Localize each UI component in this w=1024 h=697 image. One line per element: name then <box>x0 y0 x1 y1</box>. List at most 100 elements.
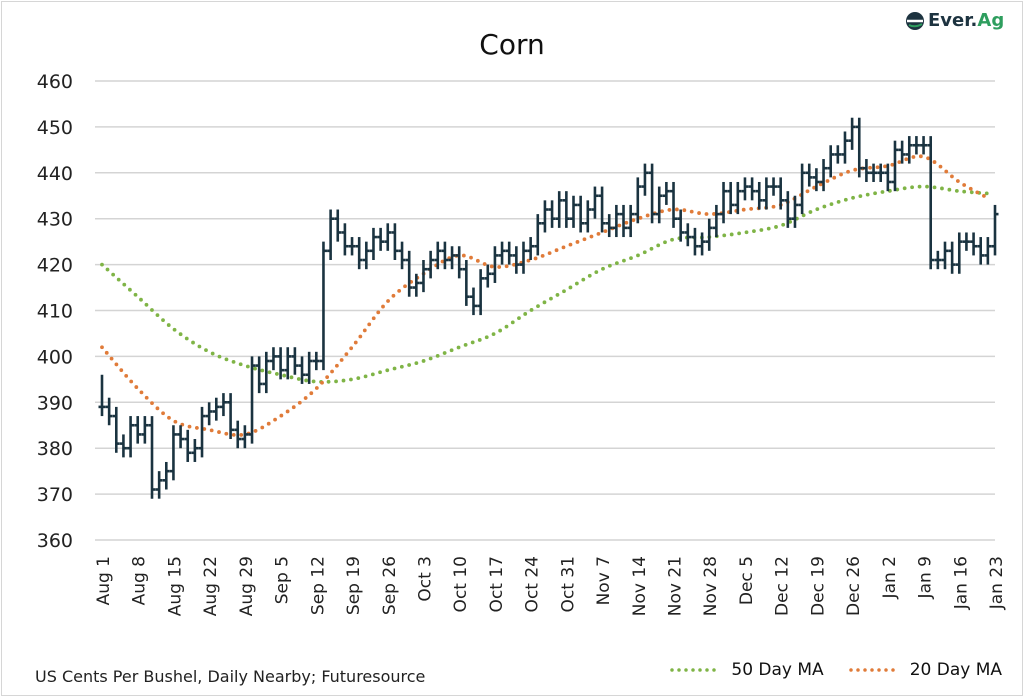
x-tick-label: Jan 2 <box>880 556 900 599</box>
x-tick-label: Nov 7 <box>594 556 614 605</box>
price-bar <box>977 237 985 265</box>
price-bar <box>877 163 885 182</box>
legend-item-50ma: 50 Day MA <box>669 660 824 680</box>
y-tick-label: 360 <box>37 530 73 552</box>
price-bar <box>927 136 935 270</box>
price-bar <box>948 241 956 274</box>
price-bar <box>562 191 570 228</box>
x-tick-label: Aug 29 <box>237 556 257 616</box>
price-bar <box>784 191 792 228</box>
x-tick-label: Jan 23 <box>987 556 1007 610</box>
price-bar <box>434 241 442 270</box>
price-bar <box>548 200 556 228</box>
price-bar <box>984 237 992 265</box>
ever-ag-logo: Ever. Ag <box>905 10 1004 31</box>
price-bar <box>169 425 177 481</box>
x-tick-label: Sep 26 <box>380 556 400 615</box>
price-bar <box>962 232 970 251</box>
chart-title: Corn <box>479 28 545 61</box>
price-bar <box>398 241 406 270</box>
price-bar <box>812 168 820 192</box>
price-bar <box>162 461 170 490</box>
price-bar <box>791 195 799 228</box>
price-bar <box>105 397 113 426</box>
price-bar <box>934 250 942 270</box>
price-bar <box>198 406 206 458</box>
x-tick-label: Dec 19 <box>808 556 828 616</box>
price-bar <box>884 163 892 192</box>
y-tick-label: 390 <box>37 392 73 414</box>
ma50-line <box>100 184 990 384</box>
price-bar <box>855 117 863 178</box>
price-bar <box>469 287 477 316</box>
price-bar <box>841 131 849 164</box>
price-bar <box>219 393 227 417</box>
price-bar <box>827 145 835 178</box>
price-bar <box>127 416 135 458</box>
y-tick-label: 460 <box>37 71 73 93</box>
price-bar <box>670 181 678 228</box>
price-bar <box>227 393 235 440</box>
x-tick-label: Aug 1 <box>94 556 114 605</box>
x-tick-label: Nov 21 <box>666 556 686 616</box>
price-bar <box>234 420 242 449</box>
price-bar <box>98 374 106 417</box>
price-bar <box>327 209 335 261</box>
y-tick-label: 420 <box>37 255 73 277</box>
legend-item-20ma: 20 Day MA <box>848 660 1002 680</box>
price-bar <box>634 177 642 224</box>
x-tick-label: Sep 5 <box>273 556 293 604</box>
price-bar <box>991 204 999 256</box>
price-bar <box>820 159 828 192</box>
x-tick-label: Aug 22 <box>201 556 221 616</box>
price-bar <box>348 237 356 256</box>
price-bar <box>305 351 313 384</box>
price-bar <box>848 117 856 150</box>
x-tick-label: Oct 24 <box>523 556 543 612</box>
price-bar <box>427 250 435 279</box>
price-bar <box>491 246 499 283</box>
x-tick-label: Oct 3 <box>415 556 435 602</box>
price-bar <box>155 471 163 499</box>
price-bar <box>277 347 285 380</box>
price-bar <box>734 181 742 215</box>
x-tick-label: Dec 12 <box>773 556 793 616</box>
price-bar <box>241 425 249 449</box>
price-bar <box>870 163 878 182</box>
y-tick-label: 400 <box>37 346 73 368</box>
price-bar <box>570 195 578 228</box>
x-tick-label: Aug 15 <box>165 556 185 616</box>
price-bar <box>677 209 685 242</box>
x-tick-label: Aug 8 <box>130 556 150 605</box>
price-bar <box>148 416 156 499</box>
price-bar <box>205 402 213 426</box>
y-tick-label: 450 <box>37 117 73 139</box>
price-bar <box>291 347 299 375</box>
x-tick-label: Oct 10 <box>451 556 471 612</box>
price-bar <box>312 351 320 371</box>
price-bar <box>755 181 763 210</box>
price-bar <box>248 356 256 444</box>
price-bar <box>662 181 670 205</box>
y-tick-label: 380 <box>37 438 73 460</box>
price-bar <box>255 356 263 394</box>
price-bar <box>269 347 277 371</box>
price-bar <box>377 227 385 251</box>
legend-swatch-50ma <box>670 668 724 672</box>
price-bar <box>541 200 549 233</box>
price-bar <box>777 177 785 210</box>
y-tick-label: 430 <box>37 209 73 231</box>
price-bar <box>620 204 628 238</box>
price-bar <box>419 260 427 293</box>
price-bar <box>648 163 656 224</box>
price-bar <box>184 429 192 462</box>
price-bar <box>705 218 713 251</box>
price-bar <box>412 273 420 297</box>
price-bar <box>298 356 306 384</box>
price-bar <box>748 177 756 201</box>
price-bar <box>712 204 720 238</box>
price-bar <box>534 214 542 256</box>
price-bar <box>805 163 813 187</box>
price-bar <box>369 227 377 261</box>
